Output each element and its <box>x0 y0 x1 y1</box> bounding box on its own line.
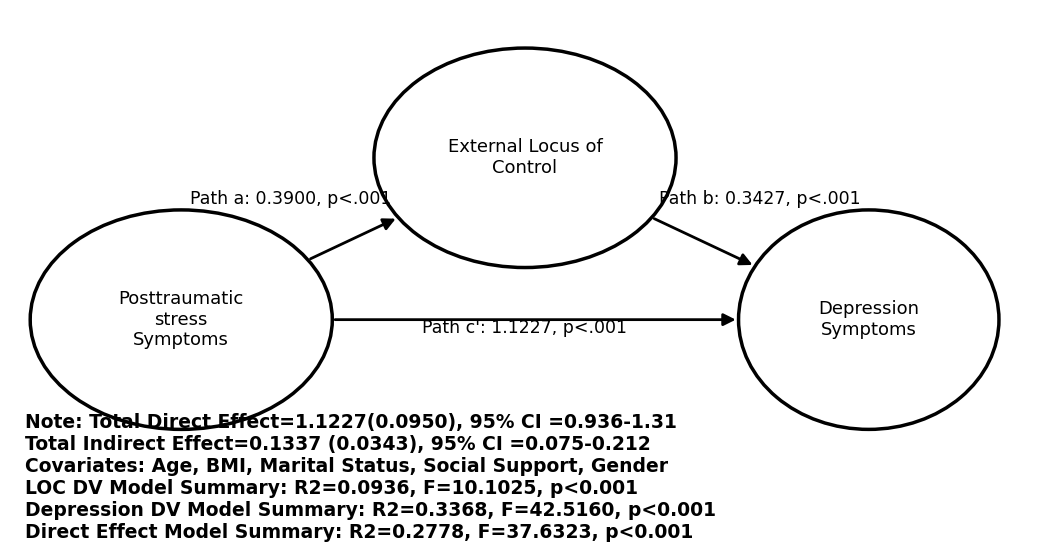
Text: Path c': 1.1227, p<.001: Path c': 1.1227, p<.001 <box>422 319 628 337</box>
Text: Depression DV Model Summary: R2=0.3368, F=42.5160, p<0.001: Depression DV Model Summary: R2=0.3368, … <box>25 501 716 520</box>
Text: Posttraumatic
stress
Symptoms: Posttraumatic stress Symptoms <box>119 290 244 349</box>
Text: Path b: 0.3427, p<.001: Path b: 0.3427, p<.001 <box>658 190 860 208</box>
Text: Covariates: Age, BMI, Marital Status, Social Support, Gender: Covariates: Age, BMI, Marital Status, So… <box>25 457 668 476</box>
Text: Depression
Symptoms: Depression Symptoms <box>818 300 919 339</box>
Text: LOC DV Model Summary: R2=0.0936, F=10.1025, p<0.001: LOC DV Model Summary: R2=0.0936, F=10.10… <box>25 479 638 498</box>
Text: Path a: 0.3900, p<.001: Path a: 0.3900, p<.001 <box>190 190 392 208</box>
Text: Direct Effect Model Summary: R2=0.2778, F=37.6323, p<0.001: Direct Effect Model Summary: R2=0.2778, … <box>25 522 693 541</box>
Text: External Locus of
Control: External Locus of Control <box>447 138 603 177</box>
Text: Total Indirect Effect=0.1337 (0.0343), 95% CI =0.075-0.212: Total Indirect Effect=0.1337 (0.0343), 9… <box>25 435 651 454</box>
Text: Note: Total Direct Effect=1.1227(0.0950), 95% CI =0.936-1.31: Note: Total Direct Effect=1.1227(0.0950)… <box>25 413 677 432</box>
